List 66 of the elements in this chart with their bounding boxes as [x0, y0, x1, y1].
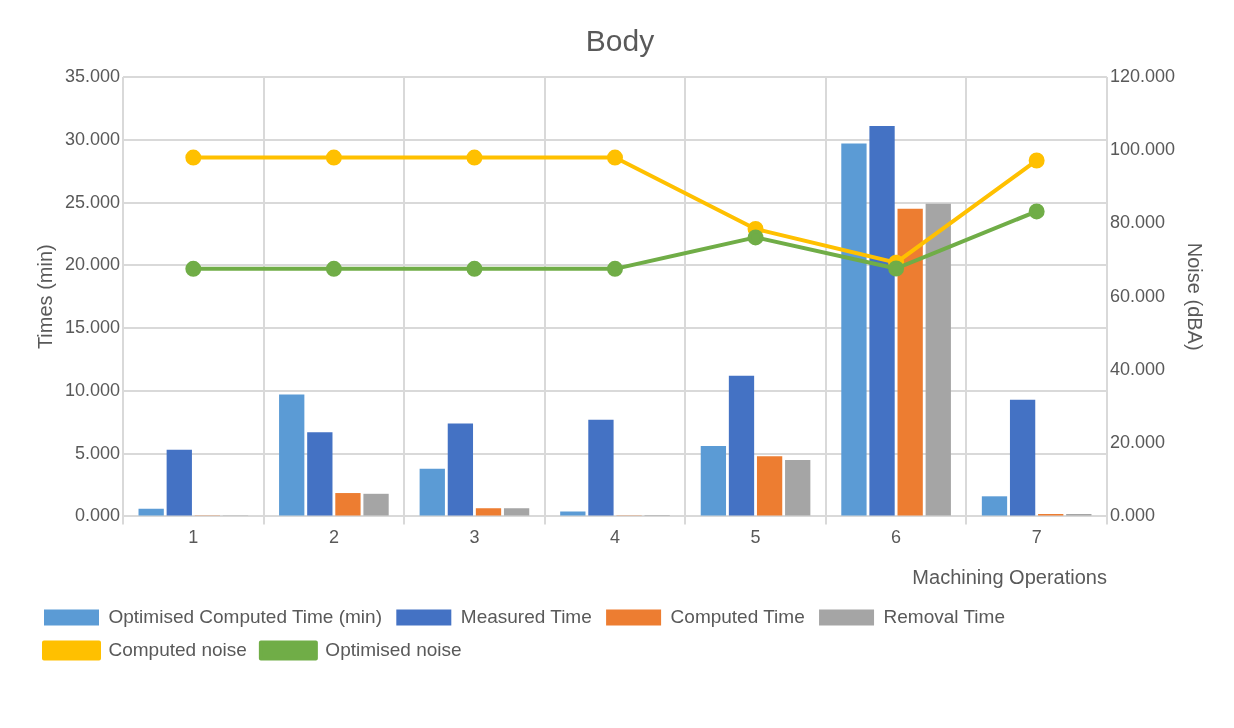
legend-label: Optimised noise [325, 638, 462, 660]
point [466, 149, 483, 166]
bar [700, 446, 727, 516]
y-tick-label: 15.000 [64, 317, 121, 338]
legend-label: Measured Time [460, 605, 592, 627]
y2-tick-label: 0.000 [1109, 505, 1155, 526]
point [185, 149, 202, 166]
x-tick-label: 2 [328, 527, 339, 548]
y-tick-label: 20.000 [64, 254, 121, 275]
bar [756, 456, 783, 516]
y-axis-title: Times (min) [33, 244, 56, 350]
y2-tick-label: 120.000 [1109, 65, 1176, 86]
y2-tick-label: 20.000 [1109, 432, 1165, 453]
legend-label: Removal Time [883, 605, 1005, 627]
legend-label: Computed noise [108, 638, 247, 660]
y-tick-label: 5.000 [75, 442, 121, 463]
x-tick-label: 6 [891, 527, 902, 548]
bar [560, 511, 586, 516]
bar [335, 493, 361, 516]
y2-tick-label: 40.000 [1109, 358, 1165, 379]
x-tick-label: 4 [609, 527, 620, 548]
bar [1009, 399, 1036, 516]
bar [307, 432, 333, 516]
x-tick-label: 5 [750, 527, 761, 548]
point [466, 260, 483, 277]
bar [897, 208, 923, 516]
bar [447, 423, 474, 516]
point [607, 149, 623, 166]
bar [363, 493, 389, 516]
y-tick-label: 25.000 [64, 191, 121, 212]
chart-title: Body [585, 24, 655, 58]
x-tick-label: 3 [469, 527, 480, 548]
bar [279, 394, 305, 516]
bar [785, 459, 811, 516]
y2-axis-title: Noise (dBA) [1184, 242, 1207, 351]
point [325, 260, 342, 277]
legend-label: Computed Time [670, 605, 805, 627]
bar [419, 468, 445, 516]
bar [475, 508, 502, 516]
x-axis-title: Machining Operations [912, 565, 1107, 588]
y2-tick-label: 100.000 [1109, 139, 1176, 160]
legend-label: Optimised Computed Time (min) [108, 605, 382, 627]
point [325, 149, 342, 166]
y2-tick-label: 80.000 [1109, 212, 1165, 233]
point [1028, 203, 1045, 220]
bar [728, 375, 755, 516]
bar [503, 508, 530, 516]
point [607, 260, 623, 277]
point [888, 260, 905, 277]
y-tick-label: 0.000 [75, 505, 121, 526]
bar [166, 449, 192, 516]
bar [588, 419, 614, 516]
point [1028, 152, 1045, 169]
bar [841, 143, 867, 516]
x-tick-label: 7 [1031, 527, 1042, 548]
x-tick-label: 1 [188, 527, 199, 548]
y-tick-label: 30.000 [64, 128, 121, 149]
y-tick-label: 35.000 [64, 65, 121, 86]
y2-tick-label: 60.000 [1109, 285, 1165, 306]
bar [981, 496, 1008, 516]
bar [138, 508, 164, 516]
point [747, 229, 764, 246]
bar [925, 203, 951, 516]
bar [869, 125, 895, 516]
y-tick-label: 10.000 [64, 379, 121, 400]
point [185, 260, 202, 277]
